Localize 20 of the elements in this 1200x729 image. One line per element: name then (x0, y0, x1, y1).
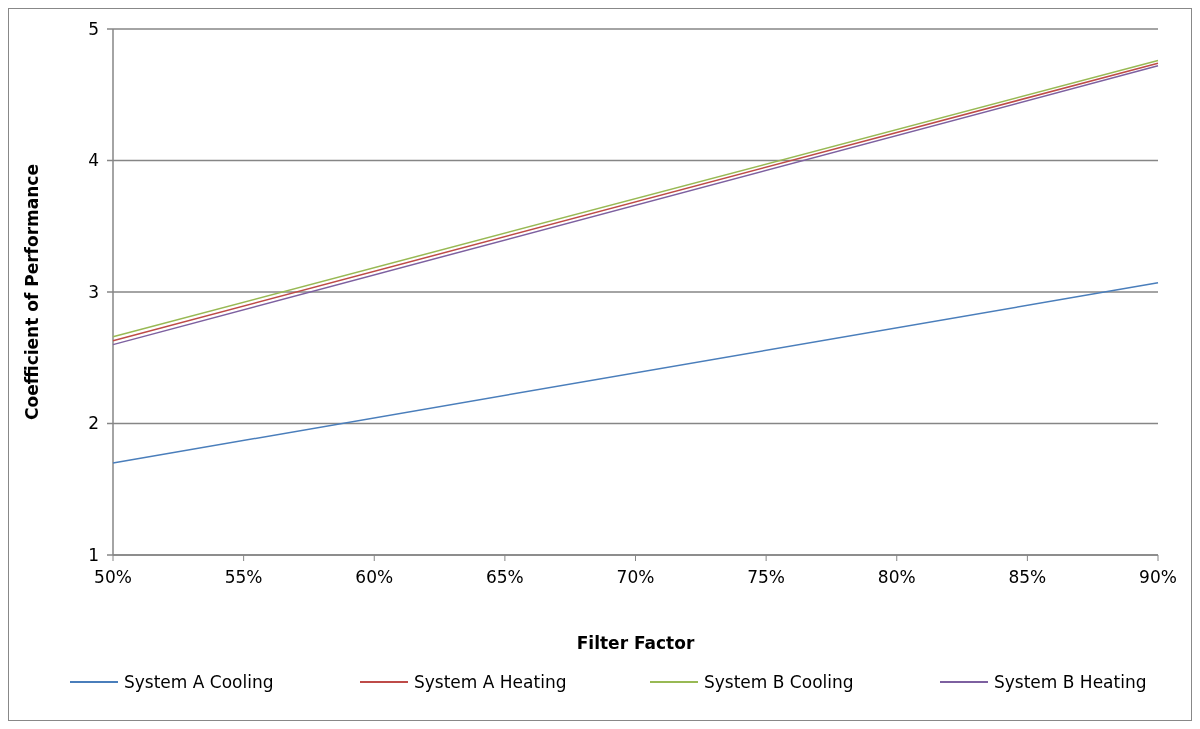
y-tick-label: 1 (88, 544, 99, 565)
legend-label: System B Heating (994, 671, 1147, 692)
y-tick-label: 2 (88, 413, 99, 434)
x-tick-label: 60% (355, 567, 394, 587)
x-tick-label: 85% (1008, 567, 1047, 587)
x-tick-label: 65% (485, 567, 524, 587)
x-tick-label: 80% (877, 567, 916, 587)
x-tick-label: 75% (747, 567, 786, 587)
x-tick-label: 50% (94, 567, 132, 587)
x-tick-label: 70% (616, 567, 655, 587)
y-tick-label: 5 (88, 18, 99, 39)
y-tick-label: 3 (88, 281, 99, 302)
x-tick-label: 55% (224, 567, 263, 587)
legend-label: System A Cooling (124, 671, 274, 692)
y-tick-label: 4 (88, 150, 99, 171)
legend-label: System A Heating (414, 671, 567, 692)
legend-label: System B Cooling (704, 671, 854, 692)
x-tick-label: 90% (1139, 567, 1177, 587)
x-axis-title: Filter Factor (576, 633, 695, 653)
y-axis-title: Coefficient of Performance (22, 164, 42, 420)
